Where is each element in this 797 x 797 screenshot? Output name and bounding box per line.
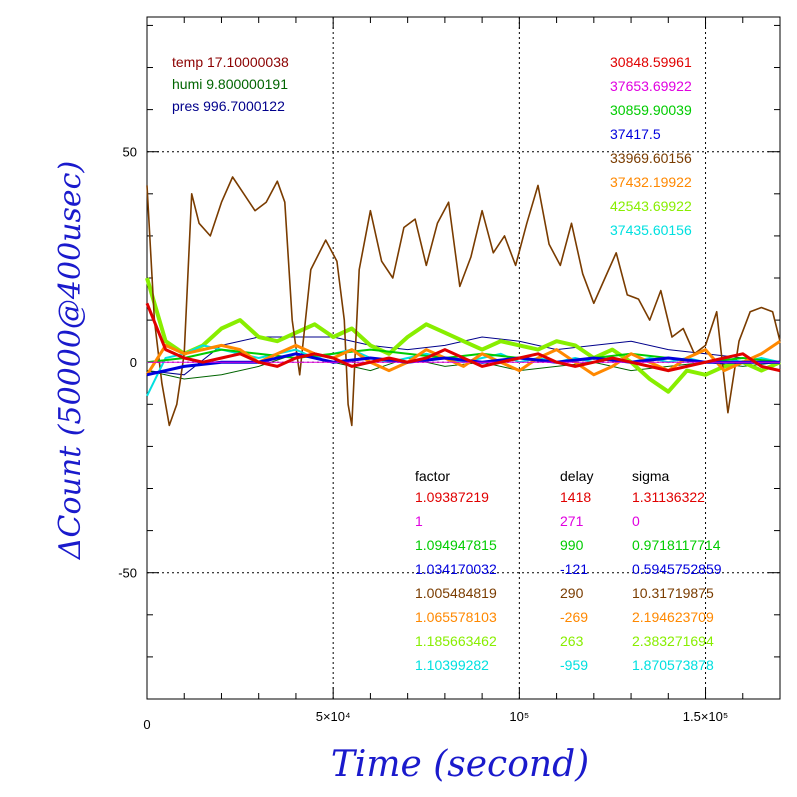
y-axis-title: ΔCount (50000@400usec)	[53, 161, 88, 560]
series-delay-3: -121	[560, 561, 588, 577]
series-delay-4: 290	[560, 585, 584, 601]
x-tick-label-2: 1.5×10⁵	[683, 709, 729, 724]
series-delay-7: -959	[560, 657, 588, 673]
series-mean-7: 37435.60156	[610, 222, 692, 238]
series-sigma-1: 0	[632, 513, 640, 529]
series-factor-1: 1	[415, 513, 423, 529]
y-tick-label-1: 0	[130, 355, 137, 370]
env-label-2: pres 996.7000122	[172, 98, 285, 114]
series-line-0	[145, 302, 781, 373]
x-tick-label-1: 10⁵	[509, 709, 529, 724]
series-mean-1: 37653.69922	[610, 78, 692, 94]
series-delay-2: 990	[560, 537, 584, 553]
series-delay-6: 263	[560, 633, 584, 649]
x-axis-title: Time (second)	[331, 744, 589, 785]
series-factor-0: 1.09387219	[415, 489, 489, 505]
series-line-6	[145, 277, 781, 394]
annotations: 5×10⁴ 10⁵ 1.5×10⁵ 0 50 0 -50 temp 17.10000038 hu…	[118, 54, 728, 732]
y-tick-label-2: -50	[118, 566, 137, 581]
series-line-4	[146, 176, 781, 427]
env-label-1: humi 9.800000191	[172, 76, 288, 92]
series-mean-2: 30859.90039	[610, 102, 692, 118]
env-label-0: temp 17.10000038	[172, 54, 289, 70]
series-delay-5: -269	[560, 609, 588, 625]
x-tick-label-origin: 0	[143, 717, 150, 732]
series-factor-7: 1.10399282	[415, 657, 489, 673]
series-factor-3: 1.034170032	[415, 561, 497, 577]
series-factor-6: 1.185663462	[415, 633, 497, 649]
series-factor-4: 1.005484819	[415, 585, 497, 601]
series-factor-2: 1.094947815	[415, 537, 497, 553]
series-sigma-2: 0.9718117714	[632, 537, 721, 553]
table-header-sigma: sigma	[632, 468, 670, 484]
series-mean-6: 42543.69922	[610, 198, 692, 214]
x-tick-label-0: 5×10⁴	[316, 709, 351, 724]
series-sigma-6: 2.383271694	[632, 633, 714, 649]
series-mean-0: 30848.59961	[610, 54, 692, 70]
series-mean-4: 33969.60156	[610, 150, 692, 166]
series-sigma-7: 1.870573878	[632, 657, 714, 673]
series-sigma-5: 2.194623709	[632, 609, 714, 625]
series-sigma-4: 10.31719875	[632, 585, 714, 601]
series-delay-1: 271	[560, 513, 584, 529]
axis-ticks	[147, 17, 780, 699]
series-lines	[145, 176, 781, 427]
series-mean-5: 37432.19922	[610, 174, 692, 190]
table-header-delay: delay	[560, 468, 593, 484]
series-delay-0: 1418	[560, 489, 591, 505]
series-sigma-0: 1.31136322	[632, 489, 705, 505]
series-mean-3: 37417.5	[610, 126, 661, 142]
series-factor-5: 1.065578103	[415, 609, 497, 625]
y-tick-label-0: 50	[123, 145, 137, 160]
table-header-factor: factor	[415, 468, 450, 484]
series-sigma-3: 0.5945752859	[632, 561, 722, 577]
